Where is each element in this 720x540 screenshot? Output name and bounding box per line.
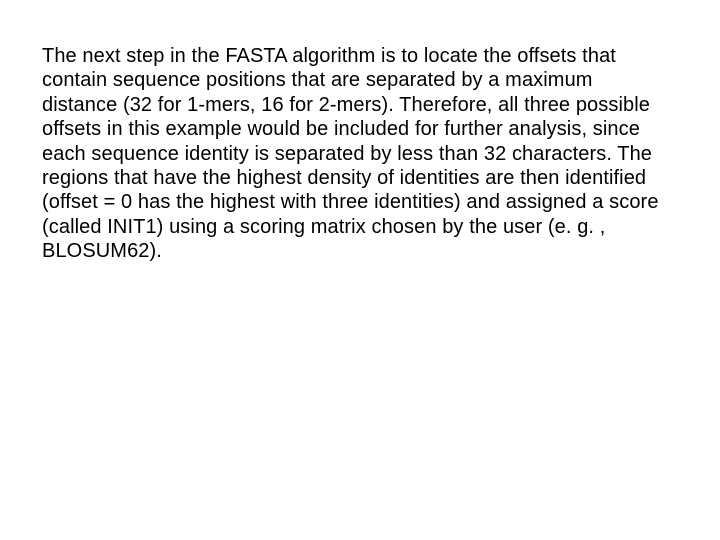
- body-paragraph: The next step in the FASTA algorithm is …: [42, 44, 662, 264]
- slide-page: The next step in the FASTA algorithm is …: [0, 0, 720, 540]
